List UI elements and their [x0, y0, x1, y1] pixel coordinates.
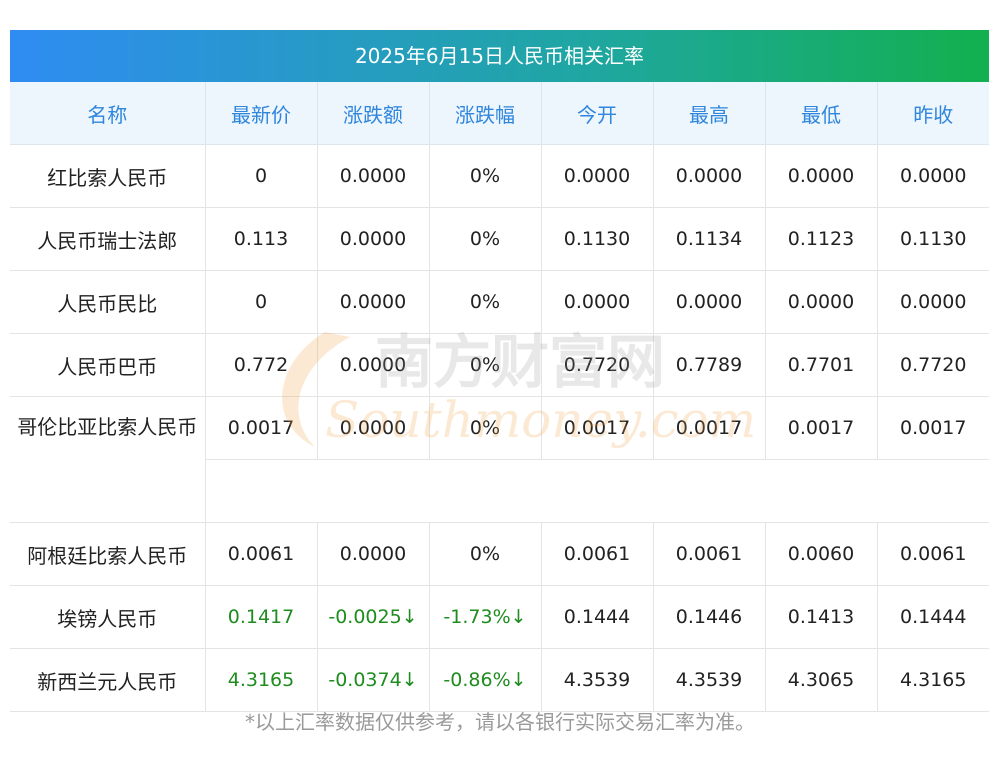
- cell-high: 0.0061: [653, 522, 766, 586]
- cell-name: 阿根廷比索人民币: [10, 522, 206, 586]
- cell-high: 4.3539: [653, 648, 766, 712]
- table-row-continuation: [10, 459, 989, 523]
- table-row: 阿根廷比索人民币 0.0061 0.0000 0% 0.0061 0.0061 0.0060…: [10, 522, 989, 586]
- cell-change-pct: 0%: [429, 144, 542, 208]
- cell-low: 0.7701: [765, 333, 878, 397]
- cell-latest: 0.772: [205, 333, 318, 397]
- exchange-rate-table: 名称 最新价 涨跌额 涨跌幅 今开 最高 最低 昨收 红比索人民币 0 0.0000…: [10, 82, 989, 712]
- cell-change-pct: -1.73%↓: [429, 585, 542, 649]
- cell-name: 哥伦比亚比索人民币: [10, 396, 206, 523]
- cell-change-pct: 0%: [429, 396, 542, 460]
- cell-low: 0.1123: [765, 207, 878, 271]
- table-row: 人民币瑞士法郎 0.113 0.0000 0% 0.1130 0.1134 0.1123 0.…: [10, 207, 989, 271]
- footnote: *以上汇率数据仅供参考，请以各银行实际交易汇率为准。: [245, 710, 755, 734]
- cell-high: 0.0000: [653, 270, 766, 334]
- table-row: 红比索人民币 0 0.0000 0% 0.0000 0.0000 0.0000 0.0000: [10, 144, 989, 208]
- cell-low: 0.0000: [765, 144, 878, 208]
- cell-name: 埃镑人民币: [10, 585, 206, 649]
- cell-prev-close: 0.0000: [877, 144, 989, 208]
- cell-prev-close: 0.1130: [877, 207, 989, 271]
- cell-change: 0.0000: [317, 396, 430, 460]
- header-high: 最高: [653, 82, 766, 145]
- cell-name: 人民币民比: [10, 270, 206, 334]
- cell-change: 0.0000: [317, 207, 430, 271]
- header-row: 名称 最新价 涨跌额 涨跌幅 今开 最高 最低 昨收: [10, 82, 989, 145]
- cell-prev-close: 0.0000: [877, 270, 989, 334]
- cell-open: 0.0061: [541, 522, 654, 586]
- table-row: 人民币巴币 0.772 0.0000 0% 0.7720 0.7789 0.7701 0.77…: [10, 333, 989, 397]
- cell-name: 人民币巴币: [10, 333, 206, 397]
- cell-open: 0.1444: [541, 585, 654, 649]
- cell-name: 新西兰元人民币: [10, 648, 206, 712]
- cell-latest: 0.113: [205, 207, 318, 271]
- cell-latest: 0.1417: [205, 585, 318, 649]
- cell-latest: 0: [205, 270, 318, 334]
- cell-change: -0.0374↓: [317, 648, 430, 712]
- cell-open: 0.0017: [541, 396, 654, 460]
- cell-change-pct: 0%: [429, 333, 542, 397]
- cell-latest: 4.3165: [205, 648, 318, 712]
- table-row: 新西兰元人民币 4.3165 -0.0374↓ -0.86%↓ 4.3539 4.3539…: [10, 648, 989, 712]
- cell-latest: 0: [205, 144, 318, 208]
- cell-change-pct: 0%: [429, 207, 542, 271]
- cell-open: 4.3539: [541, 648, 654, 712]
- cell-prev-close: 0.0017: [877, 396, 989, 460]
- cell-low: 0.0000: [765, 270, 878, 334]
- cell-high: 0.1446: [653, 585, 766, 649]
- cell-name: 人民币瑞士法郎: [10, 207, 206, 271]
- cell-open: 0.1130: [541, 207, 654, 271]
- header-name: 名称: [10, 82, 206, 145]
- table-title: 2025年6月15日人民币相关汇率: [10, 30, 989, 82]
- cell-latest: 0.0061: [205, 522, 318, 586]
- cell-open: 0.0000: [541, 144, 654, 208]
- table-row: 埃镑人民币 0.1417 -0.0025↓ -1.73%↓ 0.1444 0.1446 0.…: [10, 585, 989, 649]
- cell-change-pct: -0.86%↓: [429, 648, 542, 712]
- cell-low: 4.3065: [765, 648, 878, 712]
- cell-name: 红比索人民币: [10, 144, 206, 208]
- cell-change: 0.0000: [317, 270, 430, 334]
- header-open: 今开: [541, 82, 654, 145]
- cell-low: 0.0060: [765, 522, 878, 586]
- cell-low: 0.1413: [765, 585, 878, 649]
- cell-open: 0.0000: [541, 270, 654, 334]
- cell-high: 0.0017: [653, 396, 766, 460]
- header-latest: 最新价: [205, 82, 318, 145]
- row-continuation-blank: [205, 459, 989, 523]
- cell-high: 0.7789: [653, 333, 766, 397]
- cell-high: 0.0000: [653, 144, 766, 208]
- cell-change: 0.0000: [317, 144, 430, 208]
- cell-prev-close: 4.3165: [877, 648, 989, 712]
- cell-open: 0.7720: [541, 333, 654, 397]
- cell-change-pct: 0%: [429, 270, 542, 334]
- cell-change-pct: 0%: [429, 522, 542, 586]
- table-row: 哥伦比亚比索人民币 0.0017 0.0000 0% 0.0017 0.0017 0.001…: [10, 396, 989, 523]
- rate-table-container: 2025年6月15日人民币相关汇率 名称 最新价 涨跌额 涨跌幅 今开 最高 最…: [10, 30, 989, 712]
- cell-prev-close: 0.1444: [877, 585, 989, 649]
- cell-change: 0.0000: [317, 333, 430, 397]
- table-row: 人民币民比 0 0.0000 0% 0.0000 0.0000 0.0000 0.0000: [10, 270, 989, 334]
- header-prev-close: 昨收: [877, 82, 989, 145]
- header-change: 涨跌额: [317, 82, 430, 145]
- header-change-pct: 涨跌幅: [429, 82, 542, 145]
- cell-change: 0.0000: [317, 522, 430, 586]
- cell-prev-close: 0.7720: [877, 333, 989, 397]
- header-low: 最低: [765, 82, 878, 145]
- cell-latest: 0.0017: [205, 396, 318, 460]
- cell-low: 0.0017: [765, 396, 878, 460]
- cell-prev-close: 0.0061: [877, 522, 989, 586]
- cell-change: -0.0025↓: [317, 585, 430, 649]
- cell-high: 0.1134: [653, 207, 766, 271]
